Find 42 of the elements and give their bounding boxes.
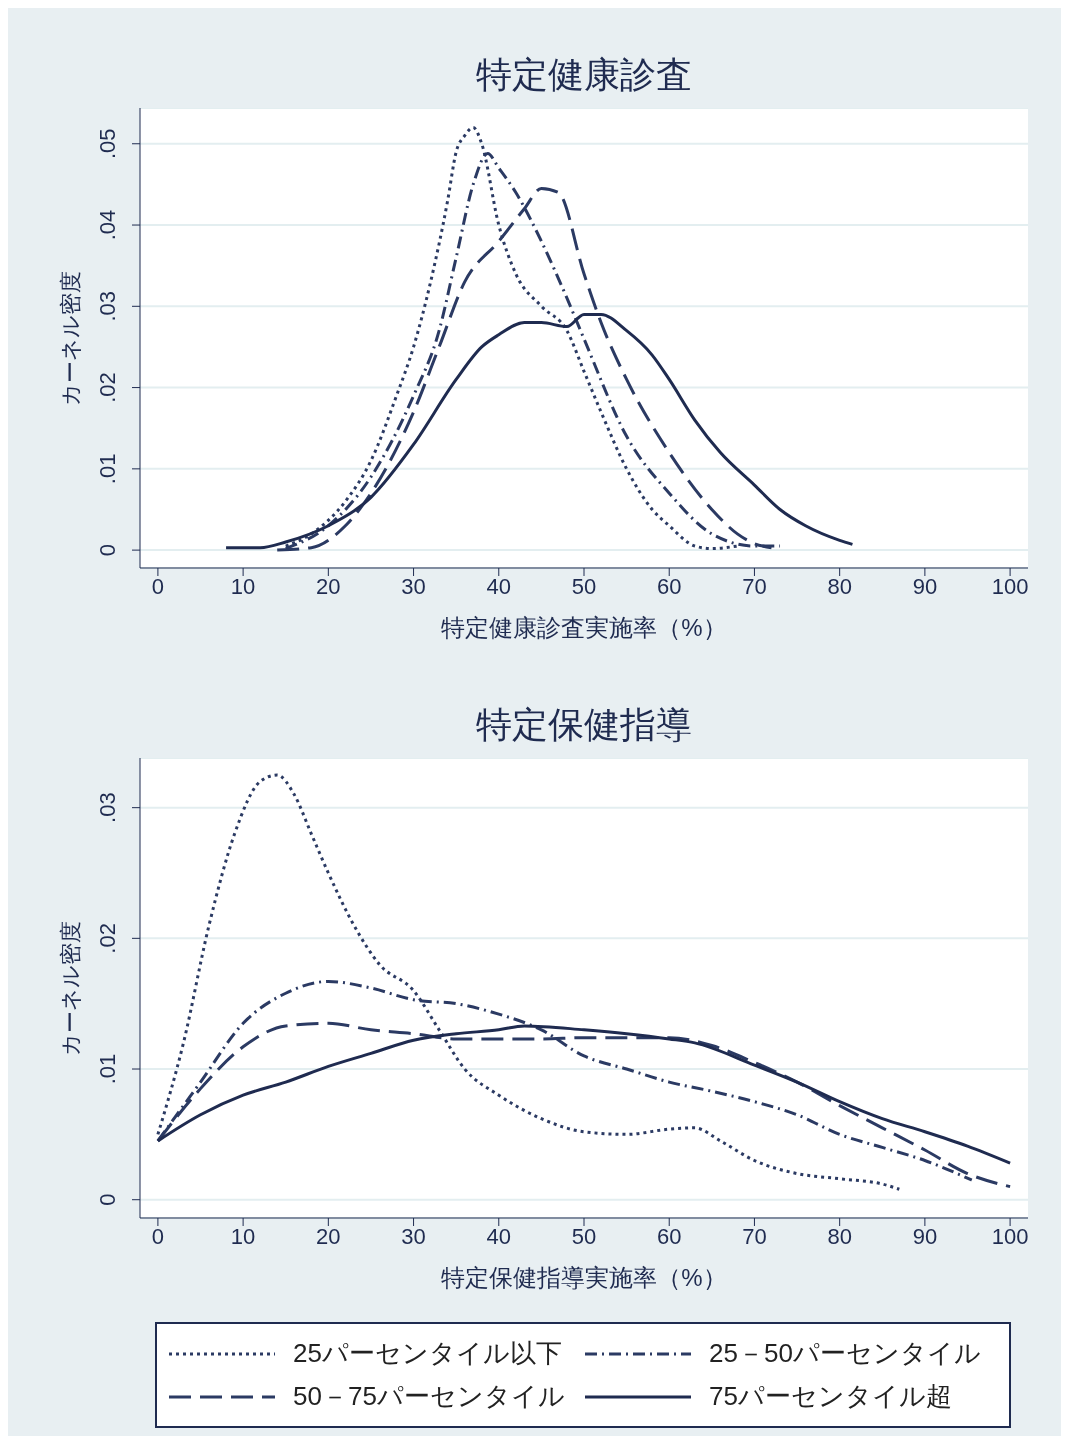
x-tick-label: 50: [571, 1223, 597, 1249]
chart-title: 特定健康診査: [475, 53, 693, 97]
x-tick-label: 30: [401, 1223, 426, 1249]
y-tick-label: .03: [95, 291, 121, 322]
y-axis-title: カーネル密度: [57, 270, 83, 406]
chart-title: 特定保健指導: [475, 703, 693, 747]
x-tick-label: 20: [316, 573, 341, 599]
y-axis-title: カーネル密度: [57, 920, 83, 1056]
x-tick-label: 30: [401, 573, 426, 599]
x-tick-label: 10: [230, 1223, 256, 1249]
x-tick-label: 10: [230, 573, 256, 599]
x-tick-label: 60: [656, 573, 682, 599]
x-tick-label: 60: [656, 1223, 682, 1249]
y-tick-label: .01: [95, 453, 121, 485]
x-tick-label: 100: [991, 1223, 1029, 1249]
x-tick-label: 0: [151, 573, 165, 599]
y-tick-label: 0: [95, 1193, 121, 1206]
y-tick-label: .04: [95, 209, 121, 241]
x-tick-label: 40: [486, 573, 512, 599]
x-tick-label: 0: [151, 1223, 165, 1249]
x-tick-label: 70: [742, 573, 767, 599]
x-tick-label: 20: [316, 1223, 341, 1249]
x-tick-label: 50: [571, 573, 597, 599]
x-tick-label: 90: [912, 1223, 938, 1249]
x-tick-label: 80: [827, 1223, 852, 1249]
legend-label: 25－50パーセンタイル: [709, 1337, 981, 1370]
x-axis-title: 特定健康診査実施率（%）: [441, 614, 727, 641]
x-tick-label: 70: [742, 1223, 767, 1249]
legend-label: 50－75パーセンタイル: [293, 1380, 565, 1413]
x-axis-title: 特定保健指導実施率（%）: [441, 1264, 727, 1291]
y-tick-label: .02: [95, 372, 121, 403]
x-tick-label: 90: [912, 573, 938, 599]
y-tick-label: 0: [95, 544, 121, 557]
y-tick-label: .05: [95, 128, 121, 160]
x-tick-label: 100: [991, 573, 1029, 599]
legend-label: 25パーセンタイル以下: [293, 1337, 562, 1370]
x-tick-label: 40: [486, 1223, 512, 1249]
y-tick-label: .03: [95, 792, 121, 823]
legend-label: 75パーセンタイル超: [709, 1380, 952, 1413]
x-tick-label: 80: [827, 573, 852, 599]
y-tick-label: .01: [95, 1053, 121, 1085]
y-tick-label: .02: [95, 923, 121, 954]
